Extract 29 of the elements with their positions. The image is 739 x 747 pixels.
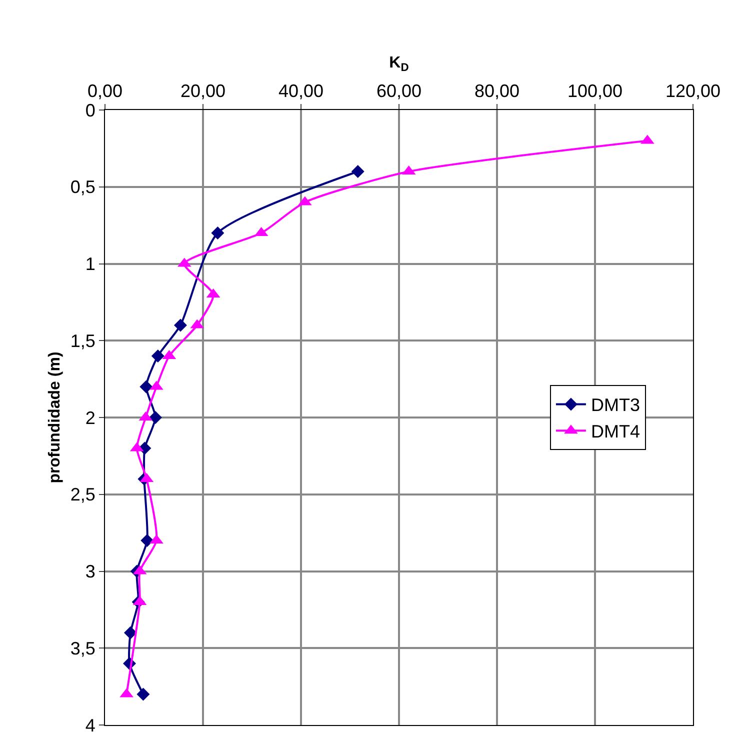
y-tick-label: 1 [85,254,96,274]
point [140,534,154,547]
y-tick-label: 2,5 [70,484,96,505]
y-tick-label: 3 [85,562,96,582]
y-axis-title: profundidade (m) [46,352,64,484]
x-tick-label: 80,00 [474,80,520,101]
x-tick-label: 60,00 [376,80,422,101]
y-tick-label: 0,5 [70,177,96,198]
y-tick-label: 0 [85,100,96,120]
legend-label: DMT4 [590,422,640,442]
point [151,350,164,362]
y-tick-label: 3,5 [70,638,96,658]
point [136,688,150,701]
point [124,626,137,640]
point [351,165,364,178]
point [174,318,187,332]
x-tick-label: 0,00 [87,80,123,101]
legend-label: DMT3 [590,395,640,416]
point [148,411,162,424]
x-axis-title: K$_{D}$ [389,54,409,74]
y-tick-label: 1,5 [70,330,96,351]
y-tick-label: 2 [85,408,96,428]
x-tick-label: 100,00 [567,80,623,101]
point [140,380,153,394]
x-tick-label: 40,00 [278,80,324,101]
point [211,226,224,240]
x-tick-label: 120,00 [665,80,721,101]
y-tick-label: 4 [85,715,96,736]
x-tick-label: 20,00 [180,80,226,101]
